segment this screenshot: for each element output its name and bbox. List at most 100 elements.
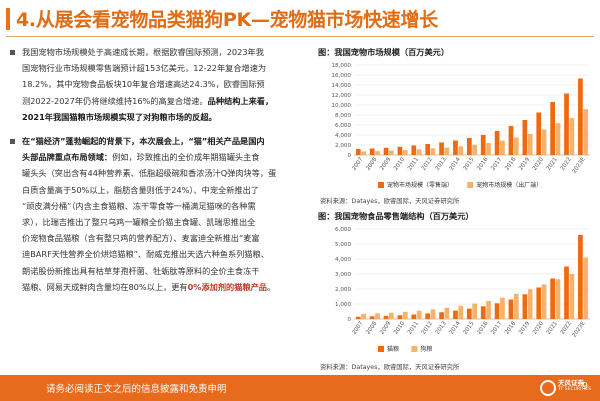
bar-series2 [569,118,575,155]
x-tick-label: 2012 [421,157,434,172]
bar-series1 [453,140,458,155]
bar-series2 [389,150,394,155]
bar-series1 [383,147,389,155]
bar-series1 [494,303,500,319]
bar-series1 [369,148,375,155]
y-tick-label: 6,000 [335,123,351,129]
x-tick-label: 2018 [504,156,517,171]
bar-series1 [494,131,500,155]
legend-swatch [467,182,474,188]
bar-series2 [583,109,589,155]
bar-series2 [527,289,533,319]
bar-series1 [411,145,417,155]
bar-series2 [569,274,575,319]
bar-series1 [480,306,486,319]
bar-series2 [361,313,366,319]
legend-swatch [411,346,418,352]
bar-series1 [425,313,431,319]
bar-series1 [578,78,583,155]
bar-series1 [466,138,472,155]
bar-series2 [361,151,366,155]
x-tick-label: 2017 [490,320,503,335]
highlight-additive-free: 0%添加剂的猫粮产品 [187,281,267,292]
chart2-title: 图：我国宠物食品零售端结构（百万美元） [318,211,474,221]
body-text-column: 我国宠物市场规模处于高速成长期，根据欧睿国际预测，2023年我 国宠物行业市场规… [10,44,305,295]
para2-bold-line: 在“猫经济”蓬勃崛起的背景下，本次展会上，“猫”相关产品是国内 [22,136,265,147]
bar-series2 [541,284,547,319]
chart-pet-food-structure: 图：我国宠物食品零售端结构（百万美元） 0 1,000 2,000 3,000 4,00… [318,210,596,372]
para2-line: 求），比瑞吉推出了整只乌鸡一罐粮全价猫主食罐、凯瑞思推出全 [22,217,256,228]
para2-line: 白质含量高于50%以上，脂肪含量则低于24%）、中宠全新推出了 [22,184,259,195]
x-tick-label: 2015 [463,320,476,335]
page-number: 9 [582,381,589,392]
y-tick-label: 12,000 [331,93,351,99]
title-divider [6,36,594,37]
title-accent-bar [6,8,10,30]
chart1-source: 资料来源：Datayes，欧睿国际，天风证券研究所 [320,198,460,205]
x-tick-label: 2011 [407,156,420,171]
bullet-square-icon [10,50,15,55]
bar-series2 [402,150,408,155]
bar-series2 [527,134,533,155]
x-tick-label: 2022 [560,157,573,172]
bar-series1 [439,312,444,319]
x-tick-label: 2011 [407,320,420,335]
bar-series2 [513,137,519,155]
y-tick-label: 18,000 [331,63,351,69]
bar-series2 [472,144,478,155]
bar-series2 [416,149,422,155]
x-tick-label: 2019 [518,156,531,171]
para1-line: 18.2%，其中宠物食品板块10年复合增速高达24.3%，欧睿国际预 [22,79,265,90]
x-tick-label: 2010 [393,320,406,335]
bar-series1 [522,294,528,319]
bar-series2 [486,301,491,319]
x-tick-label: 2021 [546,156,559,171]
bar-series2 [444,307,450,319]
x-tick-label: 2013 [435,320,448,335]
bar-series1 [397,315,403,319]
bar-series2 [541,129,547,155]
footer-disclaimer: 请务必阅读正文之后的信息披露和免责申明 [46,384,227,395]
para2-line: 猫粮、网易天成鲜肉含量均在80%以上，更有0%添加剂的猫粮产品。 [22,281,276,292]
legend-label: 宠物市场规模（出厂端） [476,181,542,189]
bar-series1 [522,120,528,155]
y-tick-label: 2,000 [335,143,351,149]
legend-swatch [378,346,384,352]
y-tick-label: 6,000 [335,227,351,233]
y-tick-label: 4,000 [335,133,351,139]
bar-series1 [411,314,417,319]
legend-label: 狗粮 [420,345,432,353]
para2-line: 罐头头（突出含有44种营养素、低脂超级碗和香浓汤汁Q弹肉块等，蛋 [22,168,277,179]
x-tick-label: 2007 [351,156,364,171]
x-tick-label: 2022 [560,321,573,336]
y-tick-label: 8,000 [335,113,351,119]
x-tick-label: 2023E [572,320,587,338]
bar-series1 [564,266,569,319]
bar-series2 [555,279,561,319]
bar-series2 [430,148,436,155]
footer-bar: 请务必阅读正文之后的信息披露和免责申明 天风证券 TF SECURITIES 9 [0,375,600,401]
x-tick-label: 2020 [532,156,545,171]
y-tick-label: 0 [347,317,351,323]
x-tick-label: 2014 [449,320,462,335]
bar-series1 [466,308,472,319]
y-tick-label: 10,000 [331,103,351,109]
bar-series2 [583,257,589,319]
chart2-source: 资料来源：Datayes，欧睿国际，天风证券研究所 [320,364,460,371]
para1-line: 国宠物行业市场规模零售端预计超153亿美元，12-22年复合增速为 [22,63,267,74]
para1-line: 2021年我国猫粮市场规模实现了对狗粮市场的反超。 [22,109,305,125]
para1-bold-b: 2021年我国猫粮市场规模实现了对狗粮市场的反超。 [22,111,217,122]
para2-line: 价宠物食品猫粮（含有整只鸡的营养配方）、麦富迪全新推出“麦富 [22,233,260,244]
x-tick-label: 2023E [572,156,587,174]
bar-series1 [453,310,458,319]
para2-line: 迪BARF天性营养全价烘焙猫粮”、耐威克推出天选六种鱼系列猫粮、 [22,249,269,260]
bar-series2 [472,303,478,319]
footer-brand: 天风证券 [558,379,584,387]
para1-bold-a: 品种结构上来看， [207,95,274,106]
bar-series1 [536,287,542,319]
bar-series2 [375,313,380,319]
bar-series1 [425,144,431,155]
paragraph-cat-economy: 在“猫经济”蓬勃崛起的背景下，本次展会上，“猫”相关产品是国内 头部品牌重点布局… [10,133,305,295]
bar-series2 [486,143,491,155]
para1-line: 我国宠物市场规模处于高速成长期，根据欧睿国际预测，2023年我 [22,47,264,57]
